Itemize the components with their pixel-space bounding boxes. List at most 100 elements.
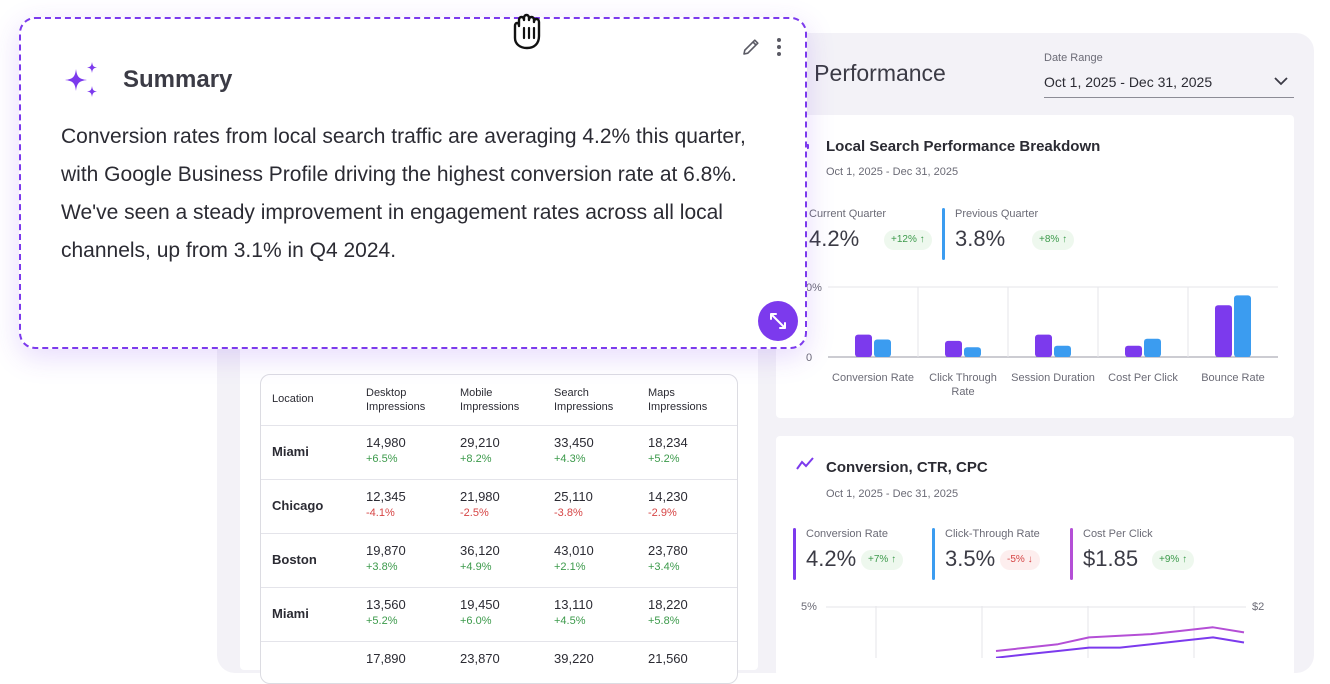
summary-body: Conversion rates from local search traff… <box>61 125 746 262</box>
cell-value: 23,870 <box>460 651 500 666</box>
cell-value: 14,980 <box>366 435 406 450</box>
bar-previous <box>1144 338 1161 357</box>
cell-change: +6.5% <box>366 453 398 465</box>
table-row[interactable]: Miami 14,980 +6.5% 29,210 +8.2% 33,450 +4.3% 18… <box>261 425 737 479</box>
table-cell: 13,560 +5.2% <box>366 597 406 627</box>
bar-previous <box>874 339 891 357</box>
cell-value: 18,234 <box>648 435 688 450</box>
bar-category-label: Click Through Rate <box>929 372 997 398</box>
cell-value: 19,870 <box>366 543 406 558</box>
cell-change: -2.9% <box>648 507 677 519</box>
bar-current <box>1215 305 1232 357</box>
metric-change-badge: +7% ↑ <box>861 550 904 570</box>
table-cell: 18,220 +5.8% <box>648 597 688 627</box>
cell-value: 21,980 <box>460 489 500 504</box>
table-cell: 43,010 +2.1% <box>554 543 594 573</box>
cell-change: -2.5% <box>460 507 489 519</box>
cell-value: 12,345 <box>366 489 406 504</box>
metric-bar <box>942 208 945 260</box>
metric-value: 3.8% <box>955 226 1006 251</box>
change-text: +9% <box>1159 554 1180 565</box>
summary-card[interactable]: Summary Conversion rates from local sear… <box>19 17 807 349</box>
trend-card: Conversion, CTR, CPC Oct 1, 2025 - Dec 3… <box>776 436 1294 676</box>
column-header-mobile: Mobile Impressions <box>460 387 520 413</box>
trend-line-icon <box>796 457 814 470</box>
breakdown-title: Local Search Performance Breakdown <box>826 138 1101 155</box>
metric-label: Click-Through Rate <box>945 528 1040 540</box>
right-axis-top-label: $2 <box>1252 601 1265 613</box>
bar-category-label: Cost Per Click <box>1108 372 1178 384</box>
summary-title: Summary <box>123 66 233 93</box>
cell-change: +5.2% <box>648 453 680 465</box>
table-cell: 21,980 -2.5% <box>460 489 500 519</box>
cell-change: +3.8% <box>366 561 398 573</box>
table-row[interactable]: Boston 19,870 +3.8% 36,120 +4.9% 43,010 +2.1% 2… <box>261 533 737 587</box>
cell-value: 39,220 <box>554 651 594 666</box>
sparkle-icon <box>65 62 97 97</box>
bar-previous <box>1054 345 1071 357</box>
table-cell: 12,345 -4.1% <box>366 489 406 519</box>
table-cell: 33,450 +4.3% <box>554 435 594 465</box>
table-cell: 36,120 +4.9% <box>460 543 500 573</box>
cell-value: 25,110 <box>554 489 593 504</box>
cell-change: +4.3% <box>554 453 586 465</box>
metric-change-badge: +9% ↑ <box>1152 550 1195 570</box>
table-cell: 19,870 +3.8% <box>366 543 406 573</box>
more-icon[interactable] <box>772 36 786 58</box>
change-text: +7% <box>868 554 889 565</box>
table-row[interactable]: 17,890 23,870 39,220 21,560 <box>261 641 737 683</box>
table-cell: 13,110 +4.5% <box>554 597 593 627</box>
y-axis-top-label: 0% <box>806 282 822 294</box>
column-header-maps: Maps Impressions <box>648 387 708 413</box>
table-cell: 21,560 <box>648 651 688 669</box>
metric-bar <box>793 528 796 580</box>
metric-bar <box>1070 528 1073 580</box>
metric-change-badge: +8% ↑ <box>1032 230 1075 250</box>
cell-location: Chicago <box>272 498 324 513</box>
metric-change-badge: -5% ↓ <box>1000 550 1040 570</box>
location-table-card: Location Desktop Impressions Mobile Impr… <box>240 340 758 684</box>
cell-change: +6.0% <box>460 615 492 627</box>
bar-previous <box>964 347 981 357</box>
cell-value: 14,230 <box>648 489 688 504</box>
cell-change: +3.4% <box>648 561 680 573</box>
cell-value: 33,450 <box>554 435 594 450</box>
table-cell: 17,890 <box>366 651 406 669</box>
trend-title: Conversion, CTR, CPC <box>826 459 988 476</box>
bar-current <box>855 334 872 357</box>
expand-button[interactable] <box>758 301 798 341</box>
bar-current <box>945 340 962 357</box>
metric-value: 3.5% <box>945 546 996 571</box>
date-range-label: Date Range <box>1044 52 1103 64</box>
cell-value: 43,010 <box>554 543 594 558</box>
line-chart <box>826 606 1246 658</box>
page-title: h Performance <box>795 60 946 86</box>
edit-icon[interactable] <box>740 36 762 58</box>
cell-change: +8.2% <box>460 453 492 465</box>
date-range-select[interactable]: Date Range Oct 1, 2025 - Dec 31, 2025 <box>1044 52 1294 98</box>
breakdown-card: Local Search Performance Breakdown Oct 1… <box>776 115 1294 418</box>
metric-label: Previous Quarter <box>955 208 1039 220</box>
cell-value: 18,220 <box>648 597 688 612</box>
cell-value: 19,450 <box>460 597 500 612</box>
bar-current <box>1125 345 1142 357</box>
metric-value: 4.2% <box>806 546 857 571</box>
cell-change: +5.8% <box>648 615 680 627</box>
grab-hand-icon[interactable] <box>505 6 553 54</box>
expand-icon <box>770 313 786 329</box>
cell-value: 36,120 <box>460 543 500 558</box>
cell-change: +4.5% <box>554 615 586 627</box>
series-line <box>995 626 1245 652</box>
table-row[interactable]: Miami 13,560 +5.2% 19,450 +6.0% 13,110 +4.5% 18… <box>261 587 737 641</box>
bar-previous <box>1234 295 1251 357</box>
table-row[interactable]: Chicago 12,345 -4.1% 21,980 -2.5% 25,110 -3.8%… <box>261 479 737 533</box>
cell-value: 29,210 <box>460 435 500 450</box>
cell-change: -4.1% <box>366 507 395 519</box>
cell-value: 13,560 <box>366 597 406 612</box>
date-range-value: Oct 1, 2025 - Dec 31, 2025 <box>1044 74 1213 90</box>
cell-location: Boston <box>272 552 317 567</box>
column-header-desktop: Desktop Impressions <box>366 387 426 413</box>
metric-value: 4.2% <box>809 226 860 251</box>
table-cell: 14,230 -2.9% <box>648 489 688 519</box>
metric-label: Current Quarter <box>809 208 887 220</box>
